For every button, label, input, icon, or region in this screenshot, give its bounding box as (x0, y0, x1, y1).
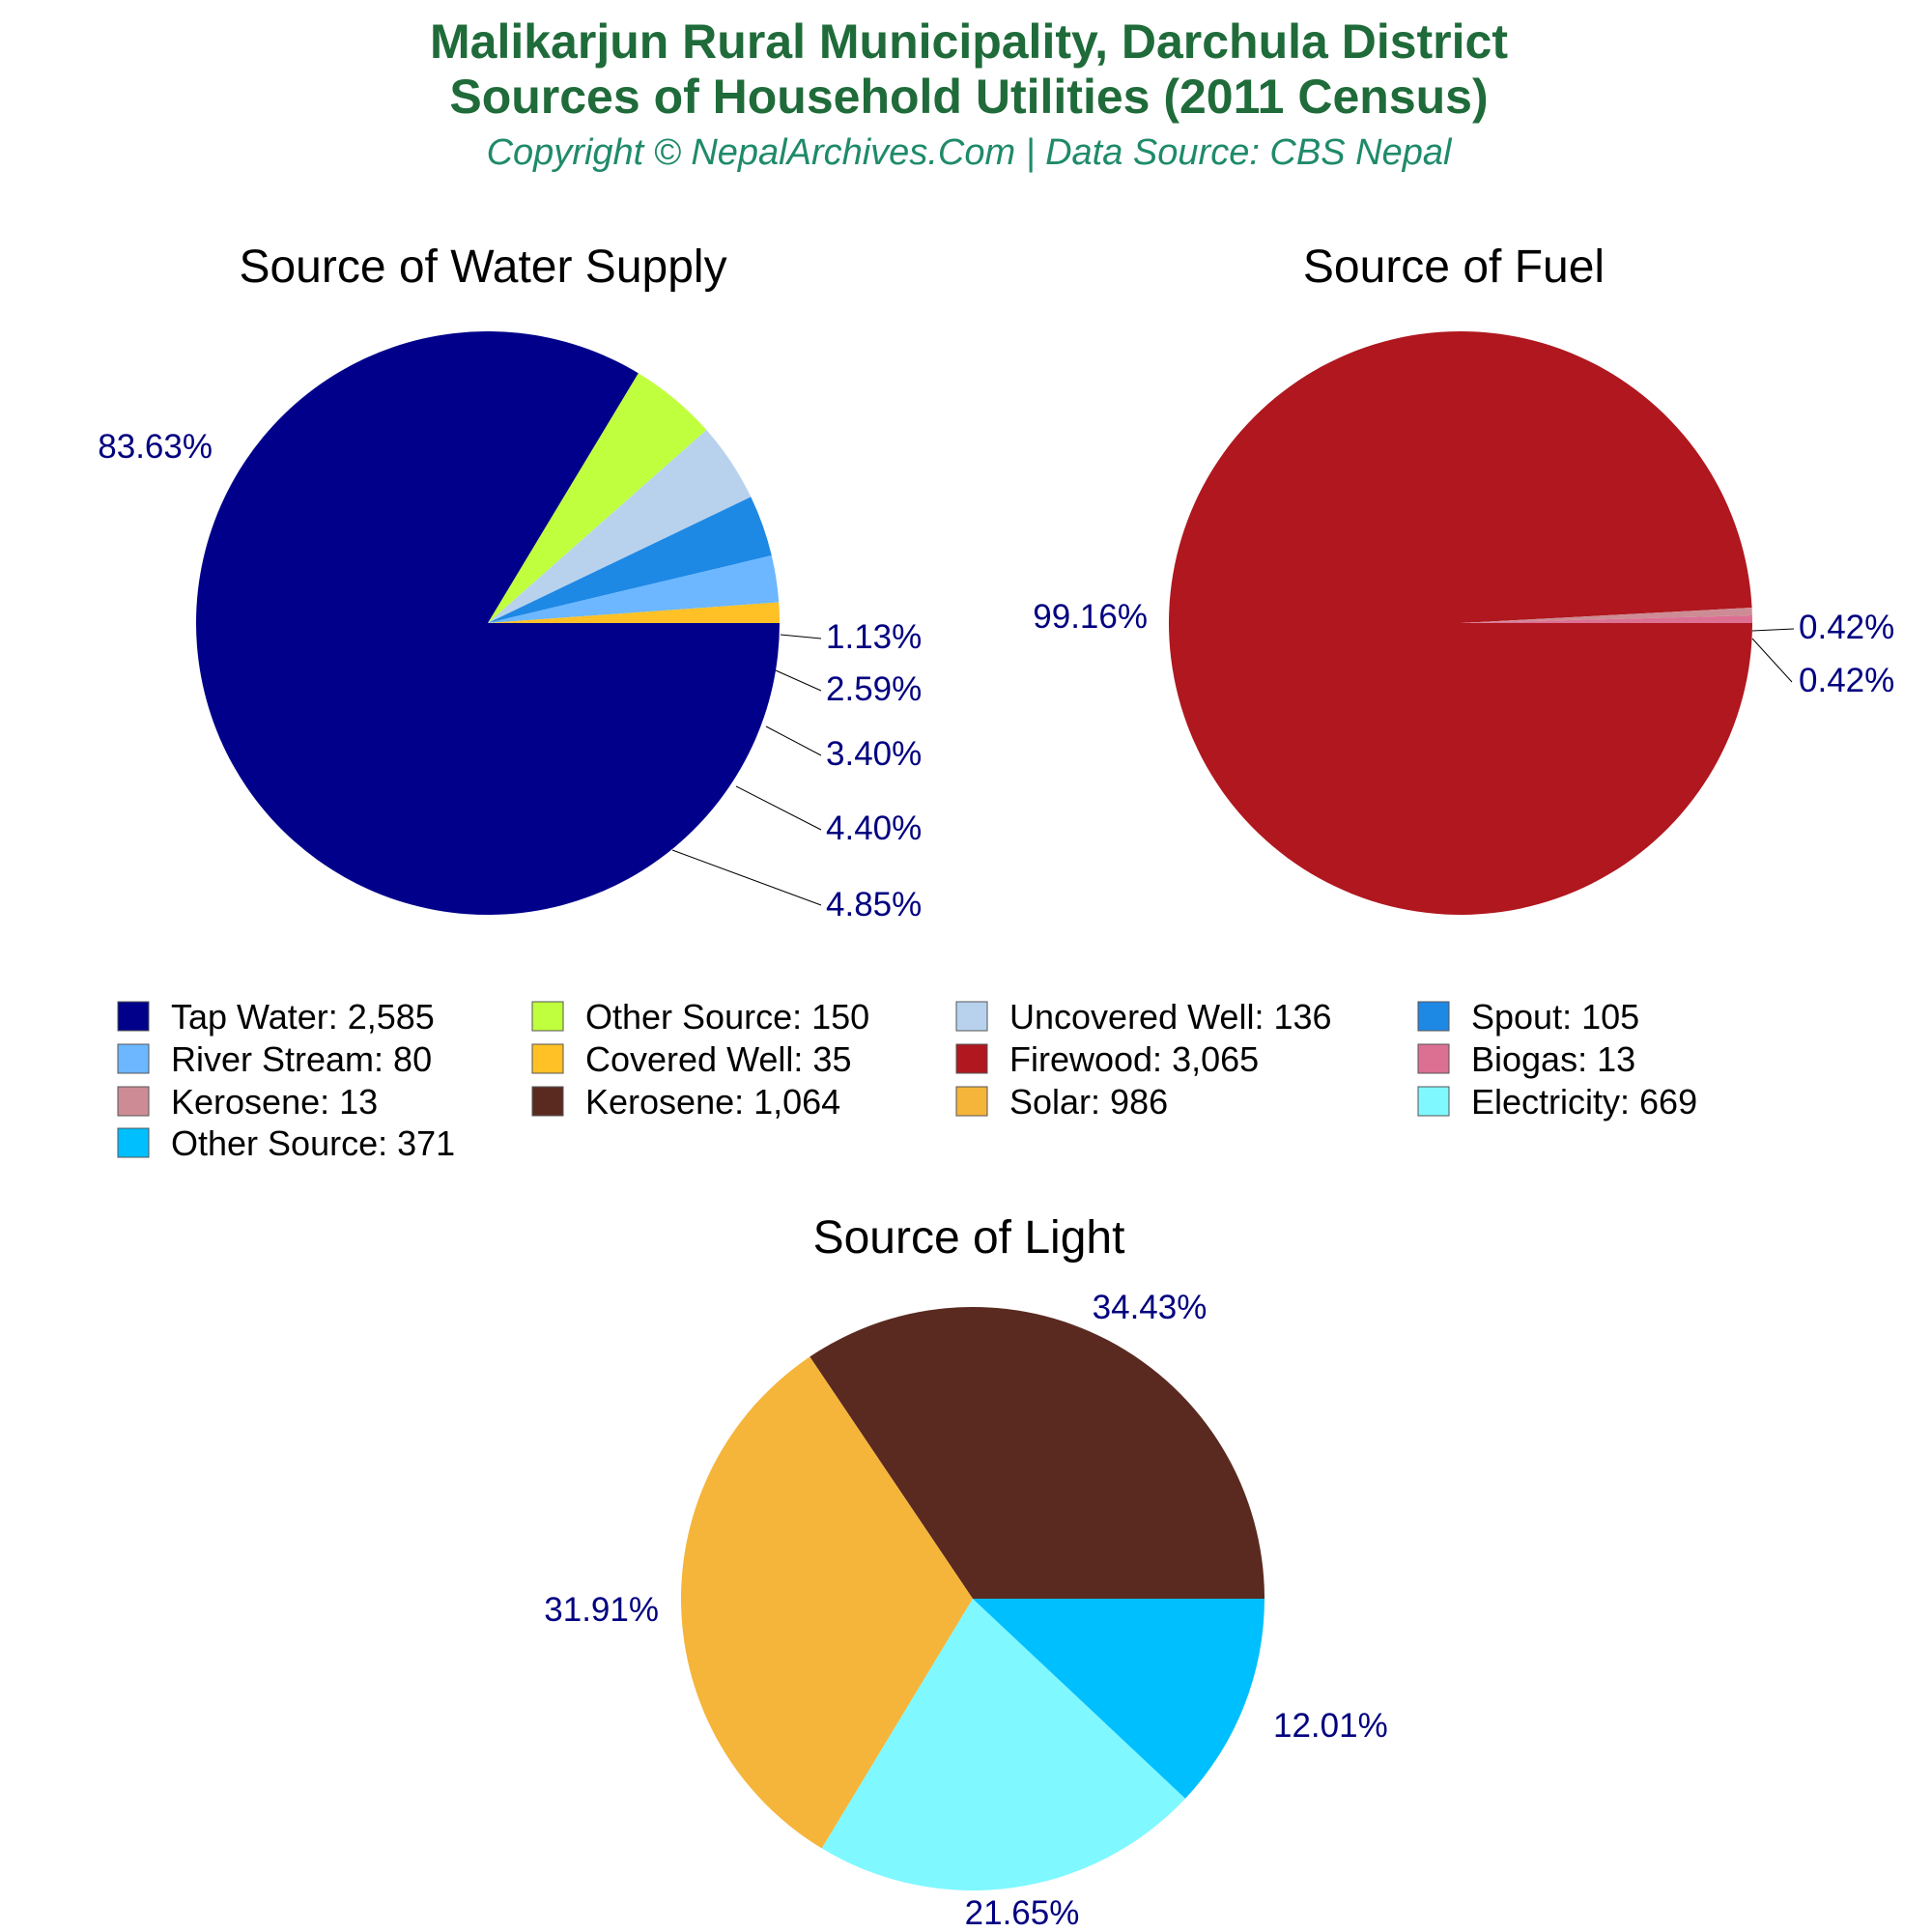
fuel-slice-kerosene (1461, 608, 1752, 623)
fuel-pct-label: 0.42% (1799, 662, 1894, 699)
water-leader-line (775, 669, 822, 692)
light-pct-label: 34.43% (1093, 1289, 1208, 1326)
water-slice-tap-water (196, 330, 780, 915)
legend-label: Other Source: 150 (585, 997, 869, 1037)
light-slice-electricity (821, 1599, 1186, 1891)
legend-item: Covered Well: 35 (531, 1039, 851, 1079)
legend-label: Kerosene: 13 (171, 1082, 378, 1122)
legend-item: Tap Water: 2,585 (117, 997, 435, 1037)
legend-label: Spout: 105 (1471, 997, 1639, 1037)
legend-label: Electricity: 669 (1471, 1082, 1697, 1122)
light-pct-label: 31.91% (544, 1591, 659, 1629)
legend-swatch (1417, 1001, 1450, 1032)
legend-label: Covered Well: 35 (585, 1039, 851, 1079)
legend-item: Kerosene: 1,064 (531, 1082, 840, 1122)
legend-swatch (1417, 1043, 1450, 1074)
legend-swatch (955, 1001, 988, 1032)
legend-label: Other Source: 371 (171, 1123, 455, 1163)
legend-item: Firewood: 3,065 (955, 1039, 1259, 1079)
legend-label: Tap Water: 2,585 (171, 997, 435, 1037)
fuel-slice-firewood (1168, 330, 1752, 915)
water-pie-title: Source of Water Supply (239, 242, 726, 293)
light-pie-title: Source of Light (813, 1212, 1125, 1264)
legend-item: Spout: 105 (1417, 997, 1639, 1037)
light-pie: 34.43% 31.91% 21.65% 12.01% (544, 1289, 1387, 1932)
water-slice-covered-well (488, 602, 780, 623)
water-leader-line (765, 725, 822, 756)
water-pct-label: 4.40% (826, 810, 922, 847)
water-leader-line (780, 634, 822, 639)
legend-swatch (531, 1043, 564, 1074)
legend-item: Uncovered Well: 136 (955, 997, 1332, 1037)
fuel-leader-line (1751, 628, 1795, 632)
water-pct-label: 1.13% (826, 618, 922, 656)
fuel-pct-label: 0.42% (1799, 609, 1894, 646)
fuel-pie: 99.16% 0.42% 0.42% (1033, 330, 1894, 915)
legend-item: Other Source: 371 (117, 1123, 455, 1163)
fuel-pct-label: 99.16% (1033, 598, 1148, 636)
legend-item: Other Source: 150 (531, 997, 869, 1037)
light-slice-kerosene (810, 1307, 1264, 1599)
legend-swatch (531, 1001, 564, 1032)
water-slice-river-stream (488, 555, 780, 623)
legend-item: Biogas: 13 (1417, 1039, 1635, 1079)
light-pct-label: 12.01% (1273, 1707, 1388, 1745)
legend-label: Uncovered Well: 136 (1009, 997, 1332, 1037)
water-pct-label: 83.63% (98, 428, 213, 466)
water-supply-pie: 83.63% 4.85% 4.40% 3.40% 2.59% 1.13% (98, 330, 922, 923)
legend-label: Firewood: 3,065 (1009, 1039, 1259, 1079)
water-slice-other-source (488, 373, 707, 623)
water-pct-label: 3.40% (826, 735, 922, 773)
legend-swatch (955, 1043, 988, 1074)
copyright-subtitle: Copyright © NepalArchives.Com | Data Sou… (487, 132, 1453, 173)
legend-swatch (117, 1043, 150, 1074)
light-slice-solar (680, 1356, 973, 1849)
legend-label: Biogas: 13 (1471, 1039, 1635, 1079)
legend-swatch (117, 1086, 150, 1117)
legend-swatch (531, 1086, 564, 1117)
fuel-pie-title: Source of Fuel (1303, 242, 1605, 293)
water-pct-label: 4.85% (826, 886, 922, 923)
water-leader-line (735, 785, 822, 831)
main-title-line1: Malikarjun Rural Municipality, Darchula … (430, 14, 1508, 69)
water-slice-uncovered-well (488, 430, 752, 623)
light-pct-label: 21.65% (965, 1894, 1080, 1932)
legend-swatch (955, 1086, 988, 1117)
water-pct-label: 2.59% (826, 670, 922, 708)
legend-item: Kerosene: 13 (117, 1082, 378, 1122)
legend-swatch (117, 1001, 150, 1032)
legend-item: Electricity: 669 (1417, 1082, 1697, 1122)
legend-label: Kerosene: 1,064 (585, 1082, 840, 1122)
legend-label: River Stream: 80 (171, 1039, 432, 1079)
water-leader-line (671, 849, 822, 906)
fuel-slice-biogas (1461, 615, 1752, 623)
legend-item: Solar: 986 (955, 1082, 1168, 1122)
water-slice-spout (488, 497, 772, 623)
legend: Tap Water: 2,585 Other Source: 150 Uncover… (117, 997, 1697, 1163)
legend-item: River Stream: 80 (117, 1039, 432, 1079)
legend-swatch (1417, 1086, 1450, 1117)
legend-label: Solar: 986 (1009, 1082, 1168, 1122)
main-title-line2: Sources of Household Utilities (2011 Cen… (449, 70, 1488, 124)
legend-swatch (117, 1127, 150, 1158)
fuel-leader-line (1751, 638, 1793, 683)
light-slice-other-source (973, 1599, 1264, 1799)
